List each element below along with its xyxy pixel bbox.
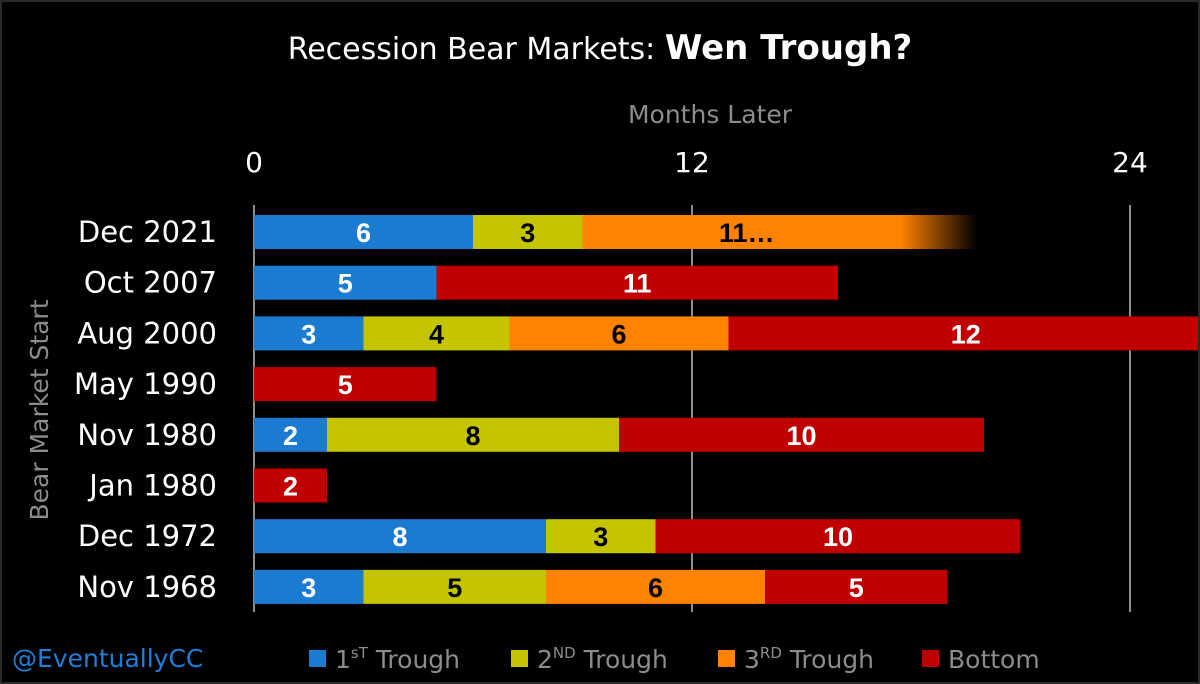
bar-segment [327,417,619,452]
data-label: 2 [283,472,298,502]
legend-label: Bottom [948,645,1040,674]
category-label: Jan 1980 [87,469,217,503]
category-label: Aug 2000 [77,316,217,350]
y-axis-title: Bear Market Start [25,299,54,520]
chart-title-part2: Wen Trough? [665,28,912,68]
legend-swatch [511,650,528,667]
data-label: 11… [719,218,775,248]
legend: 1sT Trough 2ND Trough 3RD Trough Bottom [309,644,1040,674]
data-label: 5 [447,573,462,603]
x-tick-labels: 0 12 24 [245,146,1148,179]
legend-label: 2ND Trough [537,644,668,674]
bar-segment [254,519,546,554]
bar-segment [254,265,437,300]
x-tick-24: 24 [1112,146,1148,179]
bar-segment [363,316,510,351]
data-label: 6 [356,218,371,248]
data-label: 3 [593,522,608,552]
data-label: 2 [283,421,298,451]
data-label: 8 [465,421,480,451]
data-label: 5 [338,269,353,299]
data-label: 4 [429,319,444,349]
bar-segment [254,215,473,249]
legend-label: 1sT Trough [335,644,460,674]
category-label: Dec 1972 [78,519,217,553]
x-tick-0: 0 [245,146,263,179]
data-label: 11 [623,269,652,299]
category-label: Nov 1968 [77,570,217,604]
bar-segment [363,569,546,604]
bar-segment [254,468,327,503]
bar-segment [619,417,984,452]
data-label: 5 [338,370,353,400]
data-label: 3 [301,573,316,603]
bar-segment [254,417,327,452]
category-labels: Dec 2021 Oct 2007 Aug 2000 May 1990 Nov 1980… [74,215,217,604]
bar-segment [436,265,838,300]
data-label: 8 [392,522,407,552]
legend-swatch [309,650,326,667]
data-label: 6 [648,573,663,603]
x-tick-12: 12 [674,146,710,179]
bar-segment [728,316,1200,351]
bar-segment [765,569,948,604]
legend-swatch [718,650,735,667]
data-label: 3 [301,319,316,349]
data-label: 10 [786,421,816,451]
bar-segment [254,316,364,351]
bar-segment [546,569,765,604]
data-label: 6 [611,319,626,349]
category-label: Dec 2021 [78,215,217,249]
credit-handle: @EventuallyCC [12,644,203,673]
bar-segment [546,519,656,554]
data-label: 10 [823,522,853,552]
chart-title-part1: Recession Bear Markets: [288,32,665,67]
data-label: 12 [951,319,981,349]
x-axis-title: Months Later [628,100,793,129]
bar-segment [254,367,437,402]
chart-title: Recession Bear Markets: Wen Trough? [288,28,913,68]
data-label: 3 [520,218,535,248]
bar-segment [655,519,1021,554]
legend-swatch [922,650,939,667]
fade-extension [901,215,977,249]
bar-segment [509,316,729,351]
category-label: Nov 1980 [77,418,217,452]
bar-segment [473,215,583,249]
legend-label: 3RD Trough [744,644,874,674]
data-label: 5 [849,573,864,603]
bar-segment [582,215,911,249]
category-label: May 1990 [74,367,217,401]
bar-segment [254,569,364,604]
bar-segments [254,215,1200,604]
category-label: Oct 2007 [84,266,217,300]
